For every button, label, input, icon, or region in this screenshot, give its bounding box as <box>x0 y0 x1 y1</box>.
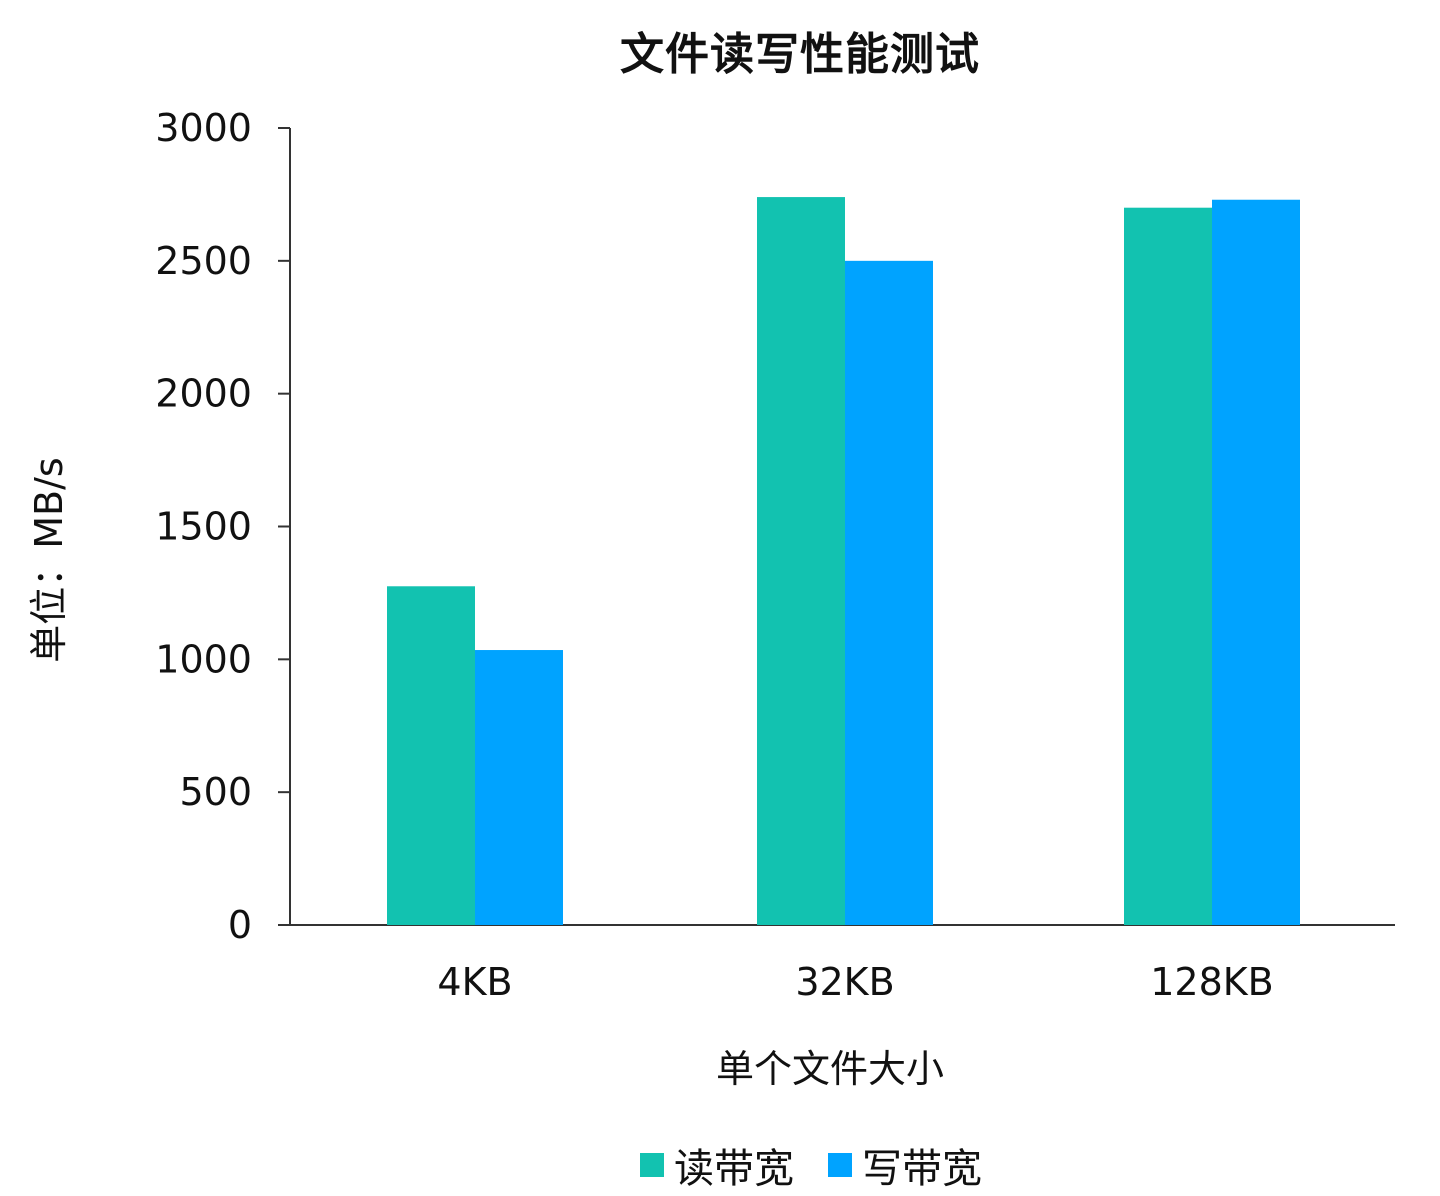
y-tick-label: 1500 <box>155 505 252 549</box>
y-tick-label: 0 <box>228 903 252 947</box>
legend-label-write: 写带宽 <box>862 1146 982 1192</box>
bar-128KB-0 <box>1124 207 1212 925</box>
chart-legend: 读带宽 写带宽 <box>640 1136 1016 1194</box>
bar-4KB-1 <box>475 650 563 925</box>
chart-title: 文件读写性能测试 <box>620 29 980 80</box>
y-tick-label: 1000 <box>155 637 252 681</box>
x-tick-label: 32KB <box>795 960 894 1004</box>
y-tick-label: 500 <box>179 770 252 814</box>
legend-item-read: 读带宽 <box>640 1136 794 1194</box>
bar-32KB-1 <box>845 260 933 925</box>
y-tick-label: 3000 <box>155 106 252 150</box>
legend-swatch-read <box>640 1153 664 1177</box>
x-tick-label: 128KB <box>1150 960 1274 1004</box>
x-axis-title: 单个文件大小 <box>716 1047 944 1091</box>
legend-label-read: 读带宽 <box>674 1146 794 1192</box>
bar-128KB-1 <box>1212 199 1300 926</box>
y-axis-title: 单位：MB/s <box>27 457 71 662</box>
y-tick-label: 2500 <box>155 239 252 283</box>
y-tick-label: 2000 <box>155 372 252 416</box>
x-tick-label: 4KB <box>437 960 512 1004</box>
legend-swatch-write <box>828 1153 852 1177</box>
bar-32KB-0 <box>757 197 845 925</box>
legend-item-write: 写带宽 <box>828 1136 982 1194</box>
bar-4KB-0 <box>387 586 475 925</box>
